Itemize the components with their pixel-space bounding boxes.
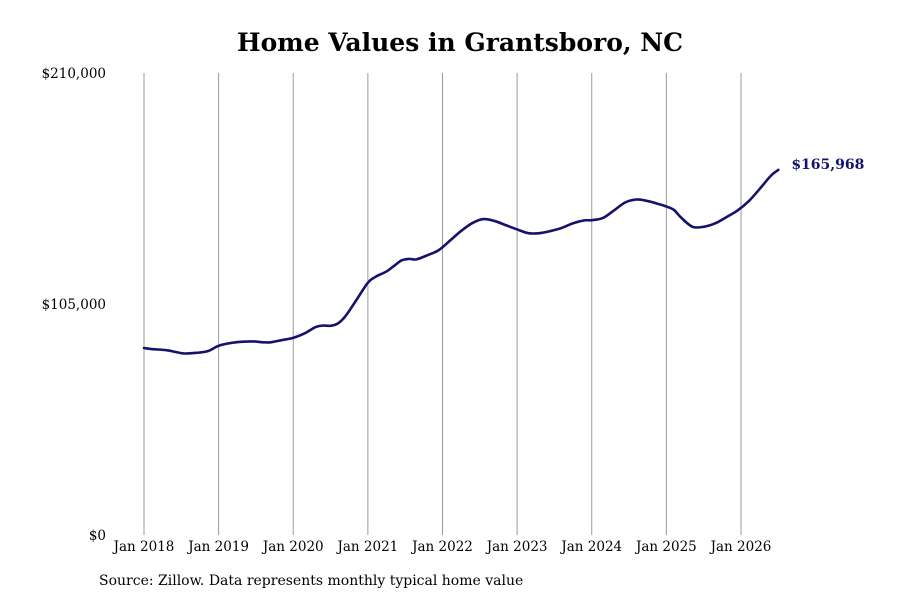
x-tick-label: Jan 2021 xyxy=(335,539,398,555)
y-axis-ticks: $0 $105,000 $210,000 xyxy=(42,66,106,544)
y-tick-label: $0 xyxy=(89,528,106,544)
x-tick-label: Jan 2018 xyxy=(112,539,175,555)
x-tick-label: Jan 2025 xyxy=(634,539,697,555)
x-tick-label: Jan 2022 xyxy=(410,539,473,555)
x-tick-label: Jan 2019 xyxy=(186,539,249,555)
end-value-label: $165,968 xyxy=(791,157,864,173)
x-tick-label: Jan 2026 xyxy=(709,539,772,555)
y-tick-label: $210,000 xyxy=(42,66,106,82)
grid-lines xyxy=(143,73,742,535)
y-tick-label: $105,000 xyxy=(42,297,106,313)
x-tick-label: Jan 2020 xyxy=(261,539,324,555)
x-tick-label: Jan 2023 xyxy=(485,539,548,555)
x-tick-label: Jan 2024 xyxy=(559,539,622,555)
chart-title: Home Values in Grantsboro, NC xyxy=(236,28,684,57)
source-note: Source: Zillow. Data represents monthly … xyxy=(99,573,524,589)
home-value-line xyxy=(142,168,780,355)
x-axis-ticks: Jan 2018 Jan 2019 Jan 2020 Jan 2021 Jan 2022… xyxy=(112,539,772,555)
